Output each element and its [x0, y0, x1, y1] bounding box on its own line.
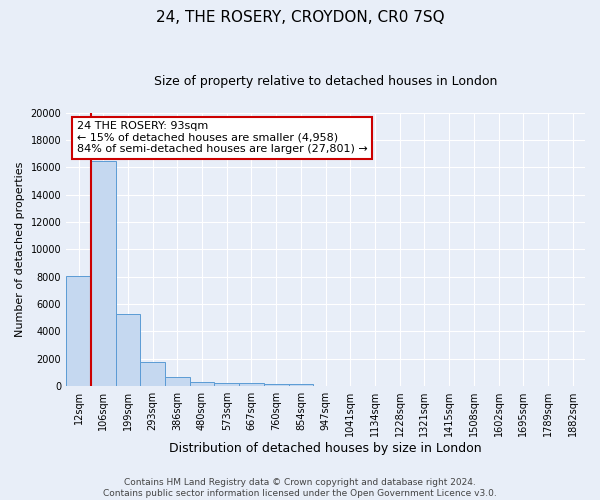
Text: 24, THE ROSERY, CROYDON, CR0 7SQ: 24, THE ROSERY, CROYDON, CR0 7SQ — [155, 10, 445, 25]
Bar — [239, 384, 264, 386]
Y-axis label: Number of detached properties: Number of detached properties — [15, 162, 25, 337]
Bar — [190, 382, 214, 386]
Bar — [214, 383, 239, 386]
X-axis label: Distribution of detached houses by size in London: Distribution of detached houses by size … — [169, 442, 482, 455]
Bar — [66, 276, 91, 386]
Bar — [116, 314, 140, 386]
Bar — [264, 384, 289, 386]
Text: Contains HM Land Registry data © Crown copyright and database right 2024.
Contai: Contains HM Land Registry data © Crown c… — [103, 478, 497, 498]
Bar — [165, 376, 190, 386]
Bar — [91, 160, 116, 386]
Text: 24 THE ROSERY: 93sqm
← 15% of detached houses are smaller (4,958)
84% of semi-de: 24 THE ROSERY: 93sqm ← 15% of detached h… — [77, 121, 367, 154]
Bar — [289, 384, 313, 386]
Title: Size of property relative to detached houses in London: Size of property relative to detached ho… — [154, 75, 497, 88]
Bar — [140, 362, 165, 386]
